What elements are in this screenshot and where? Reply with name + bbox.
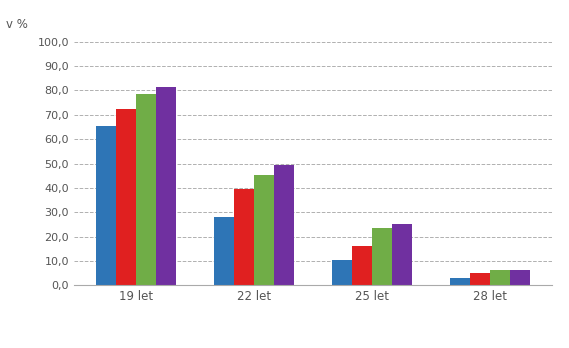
- Bar: [96, 126, 116, 285]
- Bar: [274, 165, 294, 285]
- Bar: [352, 246, 372, 285]
- Bar: [332, 260, 352, 285]
- Bar: [234, 189, 254, 285]
- Bar: [116, 109, 136, 285]
- Bar: [214, 217, 234, 285]
- Bar: [392, 224, 412, 285]
- Bar: [510, 269, 530, 285]
- Bar: [470, 273, 490, 285]
- Bar: [156, 87, 176, 285]
- Bar: [136, 94, 156, 285]
- Bar: [372, 228, 392, 285]
- Text: v %: v %: [6, 18, 27, 31]
- Bar: [254, 175, 274, 285]
- Bar: [490, 269, 510, 285]
- Bar: [450, 278, 470, 285]
